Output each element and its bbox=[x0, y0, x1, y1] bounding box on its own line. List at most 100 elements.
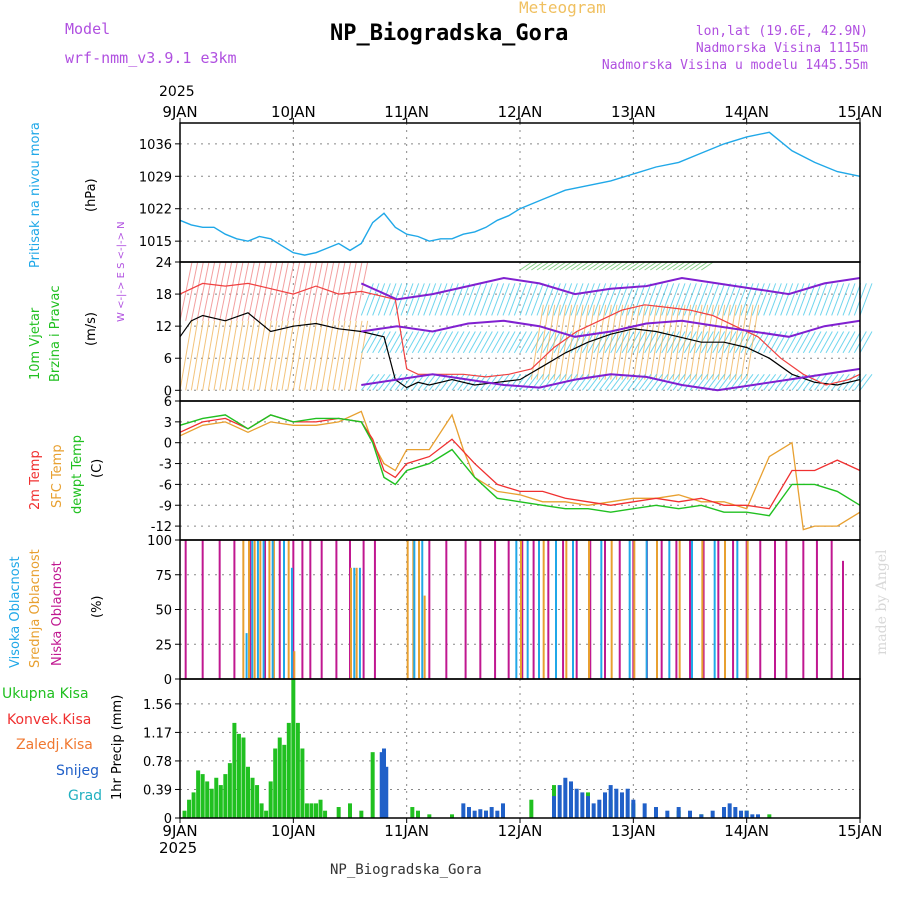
wind-barb-hatch bbox=[678, 283, 692, 316]
wind-barb-hatch bbox=[570, 304, 584, 380]
precip-bar bbox=[304, 803, 309, 818]
wind-barb-hatch bbox=[547, 373, 561, 391]
wind-barb-hatch bbox=[757, 283, 771, 316]
wind-barb-hatch bbox=[780, 331, 794, 354]
wind-barb-hatch bbox=[683, 304, 697, 380]
wind-barb-hatch bbox=[202, 261, 216, 321]
precip-bar bbox=[336, 807, 341, 818]
cloud-bar bbox=[645, 540, 648, 679]
precip-bar bbox=[597, 799, 602, 818]
cloud-bar bbox=[287, 540, 290, 679]
wind-barb-hatch bbox=[734, 283, 748, 316]
precip-bar bbox=[255, 785, 260, 818]
x-tick-label-bottom: 13JAN bbox=[611, 822, 656, 840]
wind-barb-hatch bbox=[406, 331, 420, 354]
wind-barb-hatch bbox=[678, 261, 691, 271]
wind-barb-hatch bbox=[230, 320, 244, 391]
wind-barb-hatch bbox=[785, 373, 799, 391]
wind-barb-hatch bbox=[440, 283, 454, 316]
y-tick-label: 1022 bbox=[139, 203, 172, 218]
cloud-bar bbox=[272, 540, 275, 679]
wind-barb-hatch bbox=[298, 320, 312, 391]
wind-barb-hatch bbox=[695, 283, 709, 316]
precip-bar bbox=[277, 737, 282, 818]
wind-barb-hatch bbox=[389, 373, 403, 391]
wind-barb-hatch bbox=[394, 331, 408, 354]
wind-barb-hatch bbox=[457, 283, 471, 316]
y-tick-label: 0 bbox=[164, 812, 172, 827]
wind-barb-hatch bbox=[587, 261, 601, 271]
cloud-bar bbox=[526, 540, 529, 679]
wind-barb-hatch bbox=[604, 261, 618, 271]
wind-barb-hatch bbox=[360, 373, 374, 391]
wind-barb-hatch bbox=[723, 373, 737, 391]
wind-barb-hatch bbox=[496, 283, 510, 316]
cloud-bar bbox=[565, 540, 568, 679]
x-tick-label-bottom: 11JAN bbox=[384, 822, 429, 840]
cloud-bar bbox=[268, 540, 271, 679]
wind-barb-hatch bbox=[802, 331, 816, 354]
precip-bar bbox=[214, 777, 219, 818]
wind-direction-trace bbox=[361, 319, 861, 338]
wind-barb-hatch bbox=[241, 320, 255, 391]
wind-barb-hatch bbox=[519, 331, 533, 354]
precip-bar bbox=[642, 803, 647, 818]
wind-barb-hatch bbox=[332, 320, 346, 391]
cloud-bar bbox=[320, 540, 323, 679]
cloud-bar bbox=[575, 540, 578, 679]
cloud-bar bbox=[628, 540, 631, 679]
wind-barb-hatch bbox=[831, 331, 845, 354]
wind-barb-hatch bbox=[224, 320, 238, 391]
wind-barb-hatch bbox=[593, 261, 606, 271]
wind-barb-hatch bbox=[281, 261, 295, 321]
wind-barb-hatch bbox=[621, 373, 635, 391]
cloud-bar bbox=[618, 540, 621, 679]
wind-barb-hatch bbox=[315, 320, 329, 391]
x-tick-label-bottom: 12JAN bbox=[498, 822, 543, 840]
wind-barb-hatch bbox=[377, 283, 391, 316]
precip-bar bbox=[563, 777, 568, 818]
wind-barb-hatch bbox=[638, 261, 652, 271]
precip-bar bbox=[382, 748, 386, 818]
wind-barb-hatch bbox=[451, 331, 465, 354]
wind-barb-hatch bbox=[185, 261, 199, 321]
wind-barb-hatch bbox=[236, 261, 250, 321]
precip-bar bbox=[264, 810, 269, 818]
wind-barb-hatch bbox=[706, 373, 720, 391]
precip-bar bbox=[259, 803, 264, 818]
precip-bar bbox=[323, 810, 328, 818]
wind-barb-hatch bbox=[723, 304, 737, 380]
y-tick-label: 0 bbox=[164, 437, 172, 452]
cloud-bar bbox=[423, 595, 426, 679]
wind-barb-hatch bbox=[599, 261, 612, 271]
wind-barb-hatch bbox=[542, 304, 556, 380]
cloud-bar bbox=[362, 540, 365, 679]
wind-barb-hatch bbox=[615, 373, 629, 391]
precip-bar bbox=[501, 803, 505, 818]
wind-barb-hatch bbox=[802, 283, 816, 316]
wind-barb-hatch bbox=[485, 331, 499, 354]
year-top: 2025 bbox=[159, 84, 195, 100]
wind-barb-hatch bbox=[383, 331, 397, 354]
wind-barb-hatch bbox=[485, 283, 499, 316]
cloud-bar bbox=[547, 540, 550, 679]
precip-bar bbox=[196, 770, 201, 818]
wind-barb-hatch bbox=[281, 320, 295, 391]
wind-barb-hatch bbox=[661, 261, 674, 271]
precip-bar bbox=[739, 810, 743, 818]
wind-barb-hatch bbox=[292, 320, 306, 391]
cloud-bar bbox=[418, 540, 420, 679]
cloud-bar bbox=[218, 540, 221, 679]
cloud-bar bbox=[373, 540, 376, 679]
cloud-bar bbox=[353, 567, 356, 679]
cloud-bar bbox=[249, 540, 252, 679]
wind-barb-hatch bbox=[746, 304, 760, 380]
precip-bar bbox=[384, 766, 389, 818]
wind-barb-hatch bbox=[349, 261, 363, 321]
precip-bar bbox=[625, 788, 630, 818]
precip-bar bbox=[569, 781, 573, 818]
wind-barb-hatch bbox=[564, 283, 578, 316]
wind-barb-hatch bbox=[434, 331, 448, 354]
wind-barb-hatch bbox=[836, 331, 850, 354]
cloud-bar bbox=[562, 540, 565, 679]
